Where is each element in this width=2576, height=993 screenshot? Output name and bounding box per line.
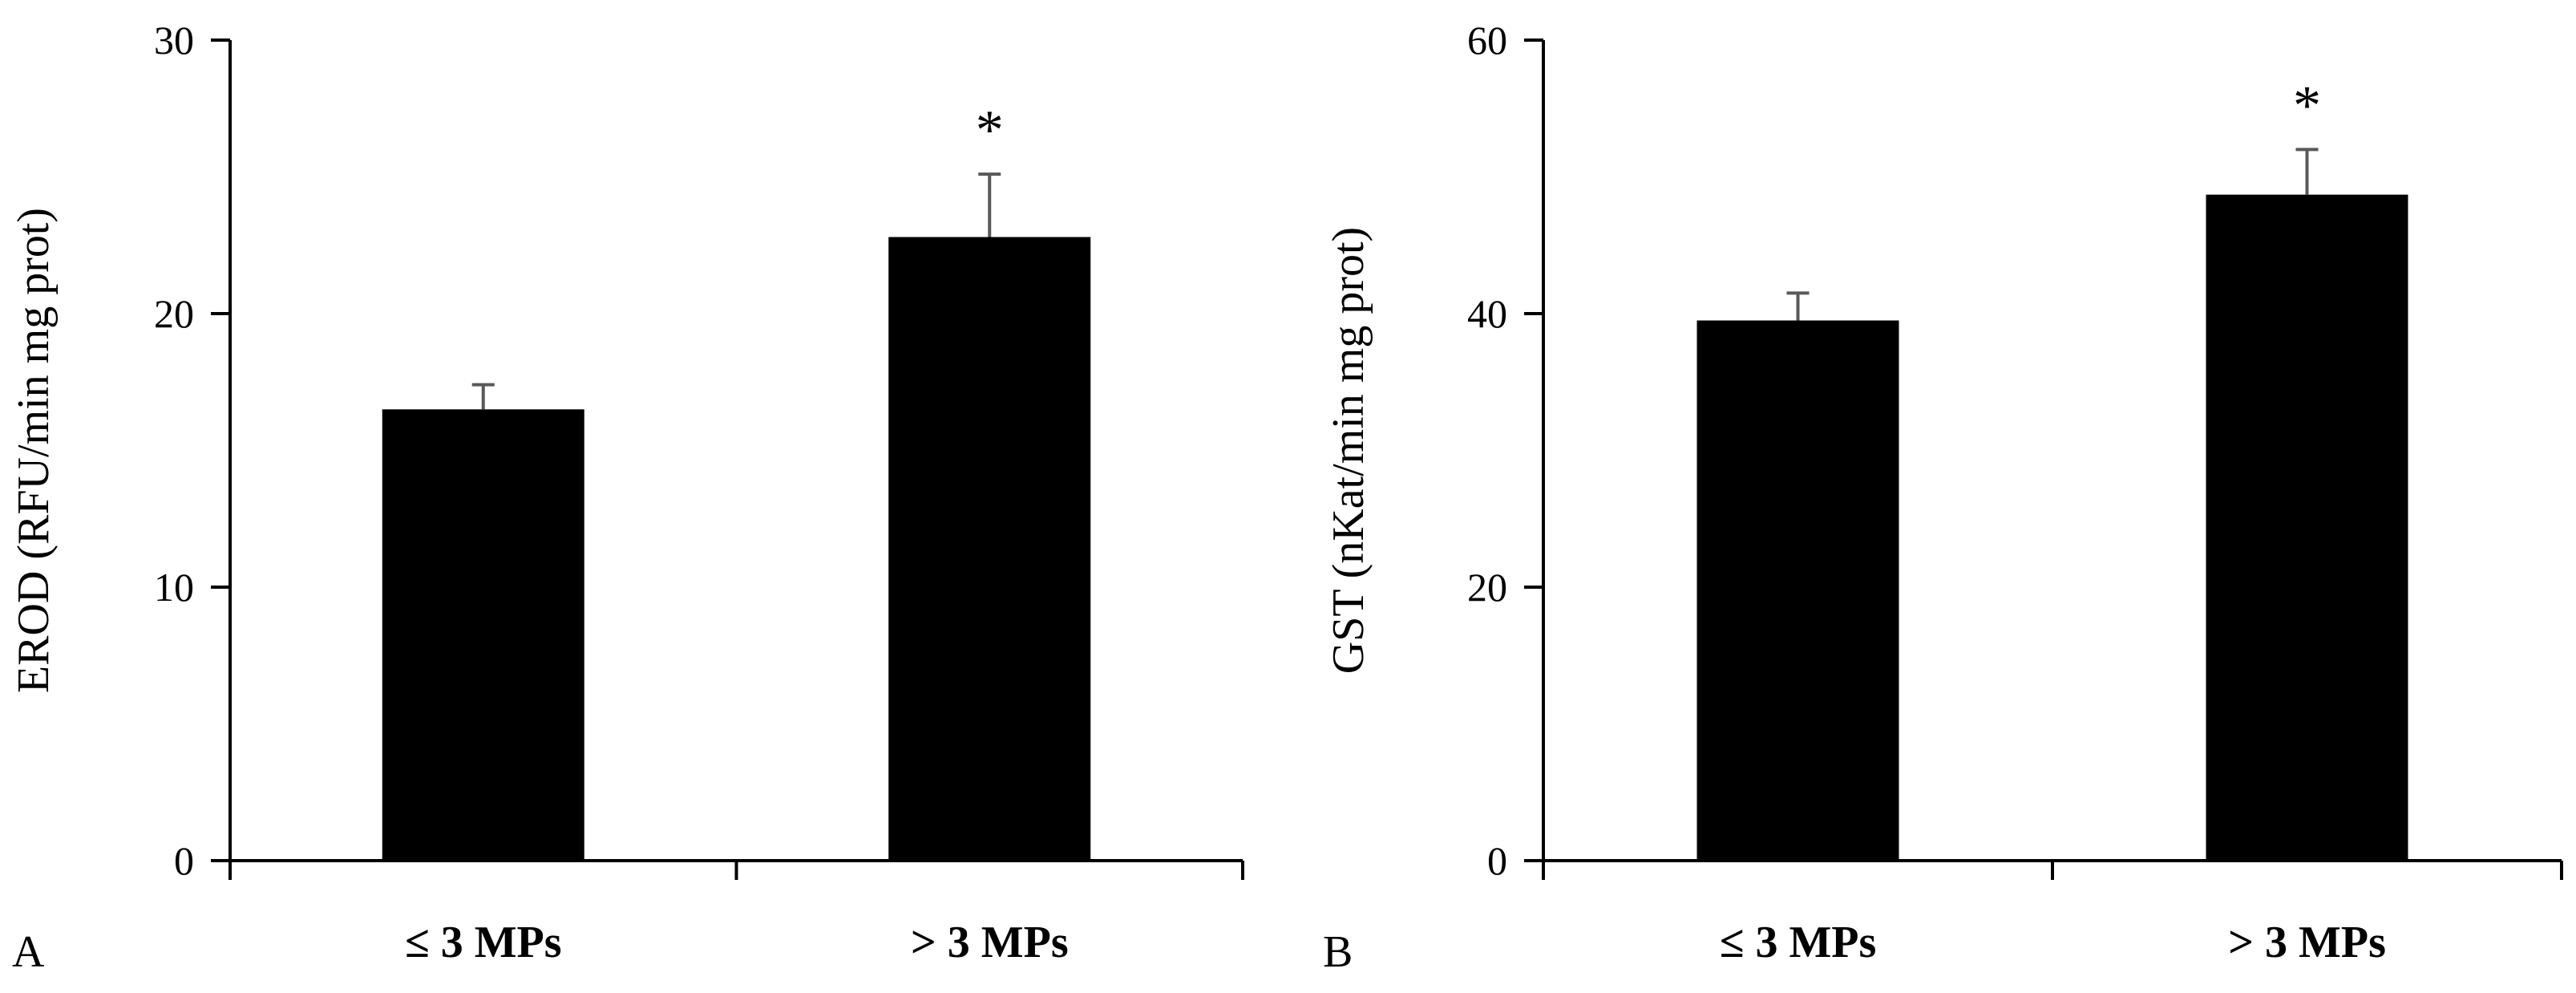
chart-panel-b: 0 20 40 60 ≤ 3 MPs * > 3 MPs GST (nKat/min mg p… (1323, 18, 2563, 977)
y-tick-label: 30 (154, 18, 194, 63)
x-category-label: ≤ 3 MPs (1720, 918, 1877, 967)
x-category-label: > 3 MPs (911, 918, 1069, 967)
chart-panel-a: 0 10 20 30 ≤ 3 MPs * > 3 MPs EROD (RFU/min mg p… (9, 18, 1244, 977)
y-tick-label: 0 (174, 838, 194, 883)
y-tick-label: 0 (1487, 838, 1507, 883)
bar (1696, 320, 1899, 861)
significance-marker: * (2293, 75, 2321, 136)
significance-marker: * (976, 99, 1004, 161)
y-axis-title: GST (nKat/min mg prot) (1324, 227, 1373, 674)
x-category-label: > 3 MPs (2228, 918, 2386, 967)
panel-label: A (12, 927, 45, 977)
bar (2206, 194, 2408, 861)
y-tick-label: 60 (1467, 18, 1507, 63)
bar (382, 409, 584, 861)
y-axis-title: EROD (RFU/min mg prot) (9, 208, 59, 693)
y-tick-label: 10 (154, 565, 194, 610)
bar (888, 237, 1091, 861)
x-category-label: ≤ 3 MPs (405, 918, 562, 967)
y-tick-label: 40 (1467, 291, 1507, 336)
panel-label: B (1323, 927, 1353, 977)
y-tick-label: 20 (1467, 565, 1507, 610)
y-tick-label: 20 (154, 291, 194, 336)
